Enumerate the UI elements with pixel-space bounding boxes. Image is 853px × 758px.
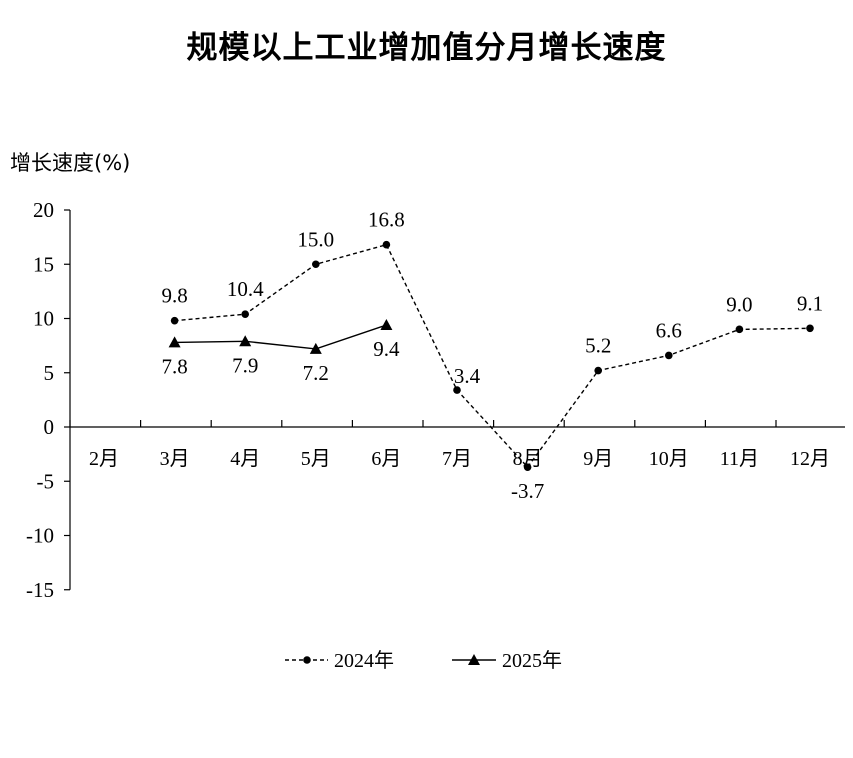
legend-label-2024: 2024年 <box>334 649 394 672</box>
data-label: 7.2 <box>303 361 329 385</box>
data-point <box>735 325 744 334</box>
data-point <box>168 336 181 348</box>
x-tick-label: 4月 <box>230 448 260 470</box>
data-label: 9.1 <box>797 291 823 315</box>
x-tick-label: 7月 <box>442 448 472 470</box>
data-label: 6.6 <box>656 318 682 342</box>
y-tick-label: -10 <box>26 524 54 548</box>
chart-title: 规模以上工业增加值分月增长速度 <box>186 30 667 66</box>
data-point <box>380 319 393 331</box>
x-tick-label: 8月 <box>513 448 543 470</box>
data-point <box>239 335 252 347</box>
data-point <box>312 260 320 269</box>
data-label: 9.0 <box>726 292 752 316</box>
data-point <box>594 366 602 375</box>
series-line <box>174 324 387 350</box>
x-tick-label: 11月 <box>720 448 759 470</box>
data-label: 7.9 <box>232 353 258 377</box>
legend-marker-2025 <box>468 654 480 665</box>
x-tick-label: 3月 <box>160 448 190 470</box>
data-label: 15.0 <box>297 227 334 251</box>
x-tick-label: 12月 <box>790 448 830 470</box>
x-tick-label: 6月 <box>371 448 401 470</box>
y-tick-label: -15 <box>26 578 54 602</box>
data-label: 3.4 <box>454 364 481 388</box>
data-point <box>382 240 391 249</box>
data-label: 9.4 <box>373 337 400 361</box>
series-line <box>174 243 811 469</box>
x-tick-label: 5月 <box>301 448 331 470</box>
x-tick-label: 2月 <box>89 448 119 470</box>
data-point <box>523 463 532 471</box>
y-tick-label: 10 <box>33 307 54 331</box>
y-tick-label: 0 <box>44 415 55 439</box>
legend-marker-2024 <box>303 656 311 664</box>
data-point <box>806 324 814 333</box>
data-point <box>309 342 322 354</box>
data-point <box>241 310 249 318</box>
legend-label-2025: 2025年 <box>502 649 562 672</box>
y-tick-label: 5 <box>44 361 55 385</box>
y-axis-label: 增长速度(%) <box>10 151 131 175</box>
y-tick-label: 20 <box>33 198 54 222</box>
data-label: 10.4 <box>227 277 264 301</box>
data-point <box>170 316 179 325</box>
data-label: 7.8 <box>161 354 187 378</box>
data-label: 16.8 <box>368 208 405 232</box>
y-tick-label: 15 <box>33 252 54 276</box>
x-tick-label: 9月 <box>583 448 613 470</box>
x-tick-label: 10月 <box>649 448 689 470</box>
data-label: -3.7 <box>511 479 544 503</box>
data-label: 9.8 <box>161 284 187 308</box>
y-tick-label: -5 <box>37 469 55 493</box>
data-point <box>665 351 673 360</box>
data-label: 5.2 <box>585 334 611 358</box>
data-point <box>453 386 461 394</box>
